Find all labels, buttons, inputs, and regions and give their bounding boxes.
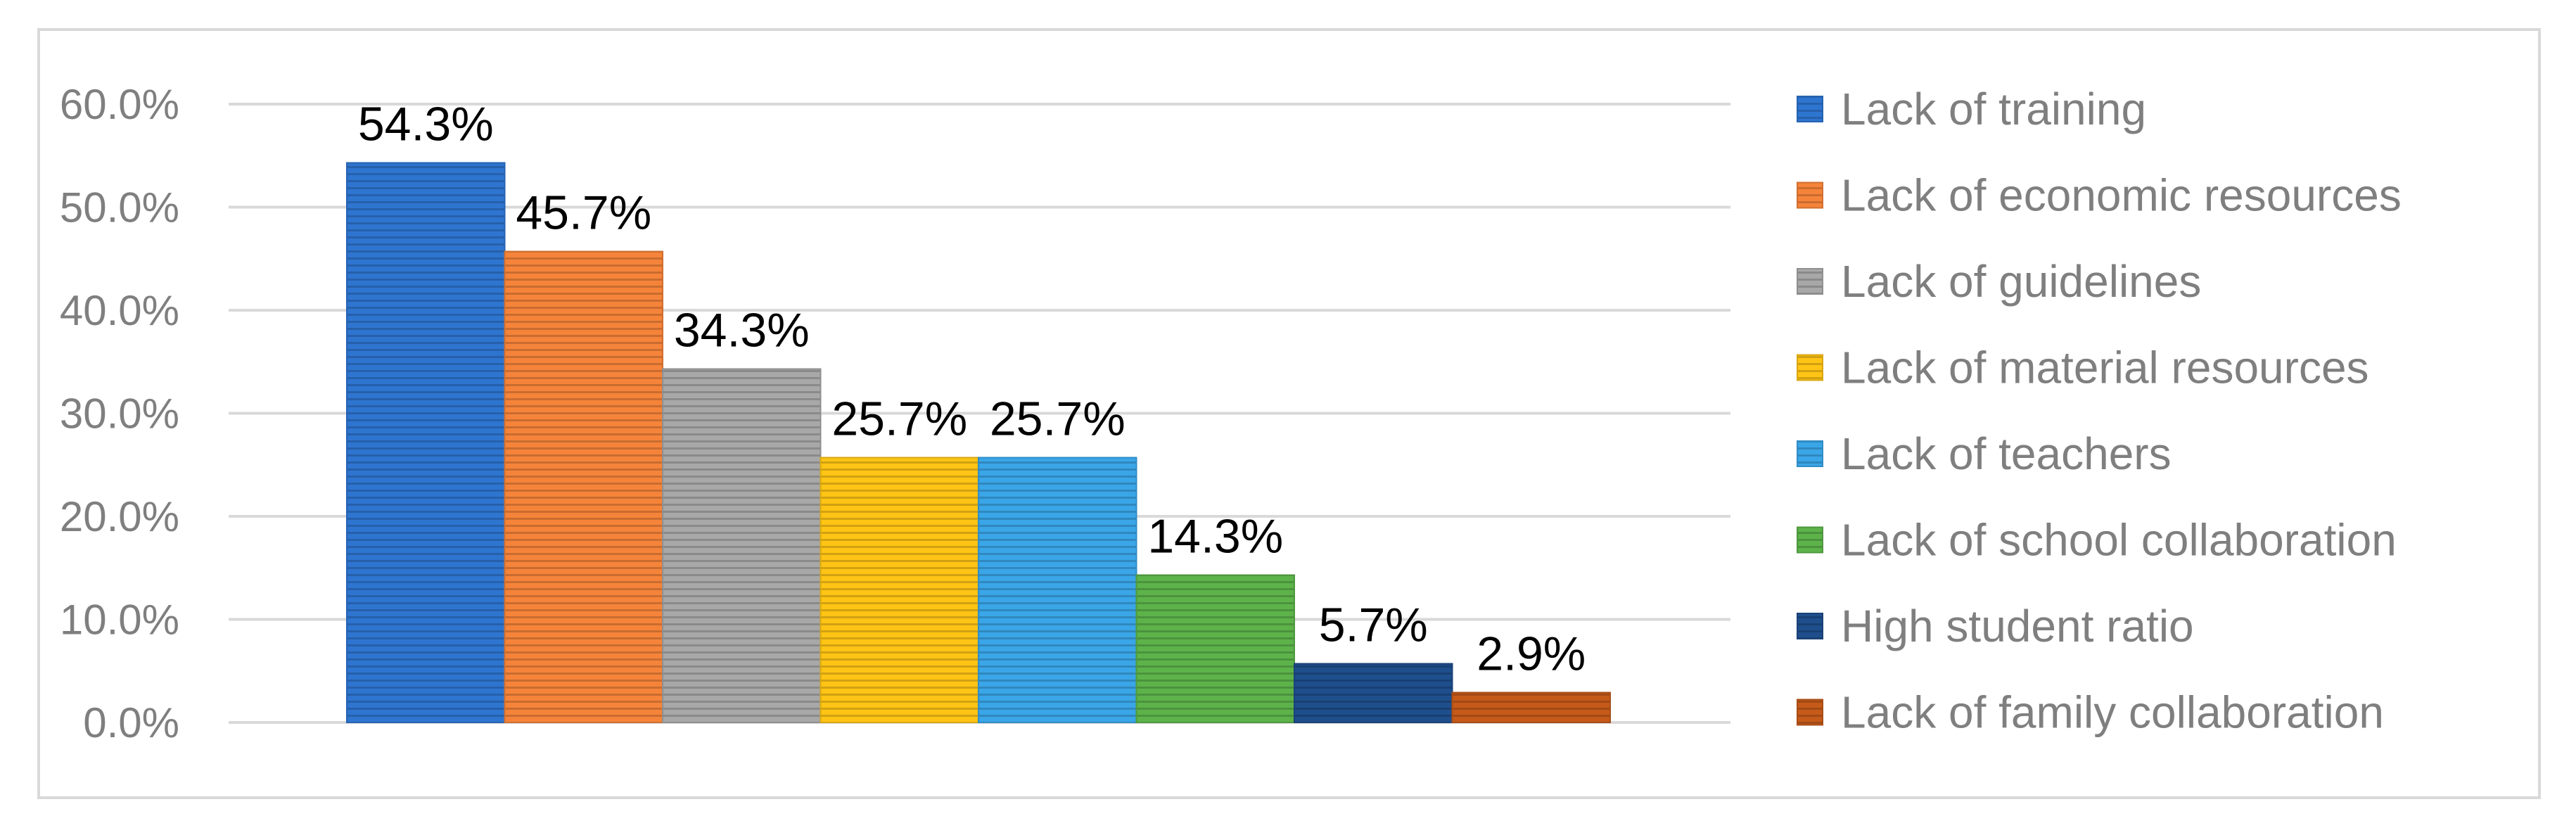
legend-label: Lack of guidelines: [1841, 256, 2201, 307]
data-labels: 54.3% 45.7% 34.3% 25.7% 25.7% 14.3% 5.7% 2.9%: [358, 98, 1586, 681]
bar: [662, 368, 822, 723]
legend-item: Lack of family collaboration: [1797, 687, 2384, 738]
bar: [346, 162, 506, 723]
legend-swatch: [1797, 613, 1823, 639]
bar: [1451, 691, 1611, 724]
data-label: 34.3%: [674, 304, 810, 357]
y-axis-ticks: 0.0% 10.0% 20.0% 30.0% 40.0% 50.0% 60.0%: [60, 81, 179, 746]
legend-item: Lack of teachers: [1797, 428, 2172, 479]
legend-label: Lack of teachers: [1841, 428, 2172, 479]
legend-item: Lack of material resources: [1797, 343, 2369, 393]
legend-label: Lack of material resources: [1841, 343, 2369, 393]
legend-label: Lack of family collaboration: [1841, 687, 2384, 738]
legend-item: Lack of guidelines: [1797, 256, 2201, 307]
legend-item: High student ratio: [1797, 601, 2194, 651]
legend-label: Lack of training: [1841, 84, 2146, 134]
legend-item: Lack of school collaboration: [1797, 515, 2397, 566]
bar: [1294, 663, 1453, 723]
y-tick-label: 30.0%: [60, 390, 179, 438]
legend-swatch: [1797, 181, 1823, 209]
legend-swatch: [1797, 440, 1823, 467]
data-label: 45.7%: [516, 186, 651, 239]
legend-label: Lack of economic resources: [1841, 170, 2402, 221]
legend-label: Lack of school collaboration: [1841, 515, 2397, 566]
legend-label: High student ratio: [1841, 601, 2194, 651]
legend-swatch: [1797, 268, 1823, 295]
y-tick-label: 10.0%: [60, 597, 179, 644]
y-tick-label: 20.0%: [60, 493, 179, 540]
legend-swatch: [1797, 526, 1823, 554]
bar: [978, 457, 1137, 723]
bar: [820, 457, 979, 723]
data-label: 5.7%: [1319, 598, 1428, 651]
legend-item: Lack of economic resources: [1797, 170, 2402, 221]
bar: [504, 250, 663, 723]
legend: Lack of training Lack of economic resourc…: [1797, 84, 2402, 738]
y-tick-label: 40.0%: [60, 287, 179, 334]
legend-swatch: [1797, 96, 1823, 122]
y-tick-label: 50.0%: [60, 184, 179, 231]
y-tick-label: 60.0%: [60, 81, 179, 128]
bar: [1135, 574, 1295, 723]
data-label: 54.3%: [358, 98, 494, 151]
data-label: 2.9%: [1477, 627, 1586, 681]
legend-swatch: [1797, 354, 1823, 381]
bars: [346, 162, 1611, 724]
data-label: 14.3%: [1147, 510, 1283, 563]
data-label: 25.7%: [831, 392, 967, 445]
y-tick-label: 0.0%: [83, 699, 179, 746]
data-label: 25.7%: [990, 392, 1126, 445]
legend-item: Lack of training: [1797, 84, 2146, 134]
legend-swatch: [1797, 699, 1823, 726]
